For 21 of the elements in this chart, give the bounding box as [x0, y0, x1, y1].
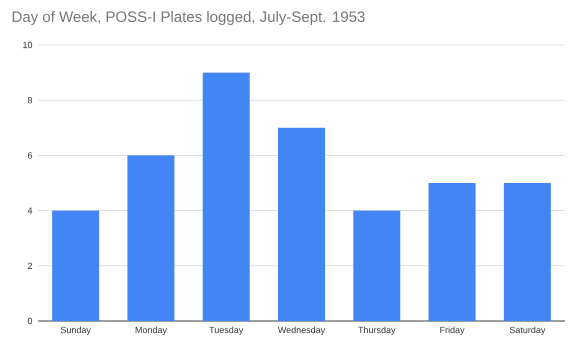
- bar: [202, 72, 250, 321]
- x-tick-label: Friday: [440, 326, 465, 335]
- y-tick-label: 6: [28, 152, 32, 159]
- bar: [504, 183, 551, 321]
- bar: [52, 210, 100, 321]
- bar: [127, 155, 174, 321]
- x-tick-label: Tuesday: [209, 326, 244, 335]
- chart-title: Day of Week, POSS-I Plates logged, July-Sept. 1953: [12, 11, 365, 25]
- x-tick-label: Thursday: [358, 326, 396, 335]
- y-tick-label: 8: [28, 97, 32, 104]
- x-tick-label: Sunday: [60, 326, 91, 335]
- bar: [353, 210, 400, 321]
- y-tick-label: 10: [23, 42, 32, 48]
- bar: [278, 128, 326, 321]
- x-tick-label: Saturday: [510, 326, 546, 335]
- x-tick-label: Monday: [136, 326, 167, 335]
- x-tick-label: Wednesday: [278, 326, 326, 335]
- y-tick-label: 4: [28, 208, 32, 214]
- y-tick-label: 0: [28, 318, 32, 324]
- y-tick-label: 2: [28, 262, 32, 269]
- bar: [428, 183, 476, 321]
